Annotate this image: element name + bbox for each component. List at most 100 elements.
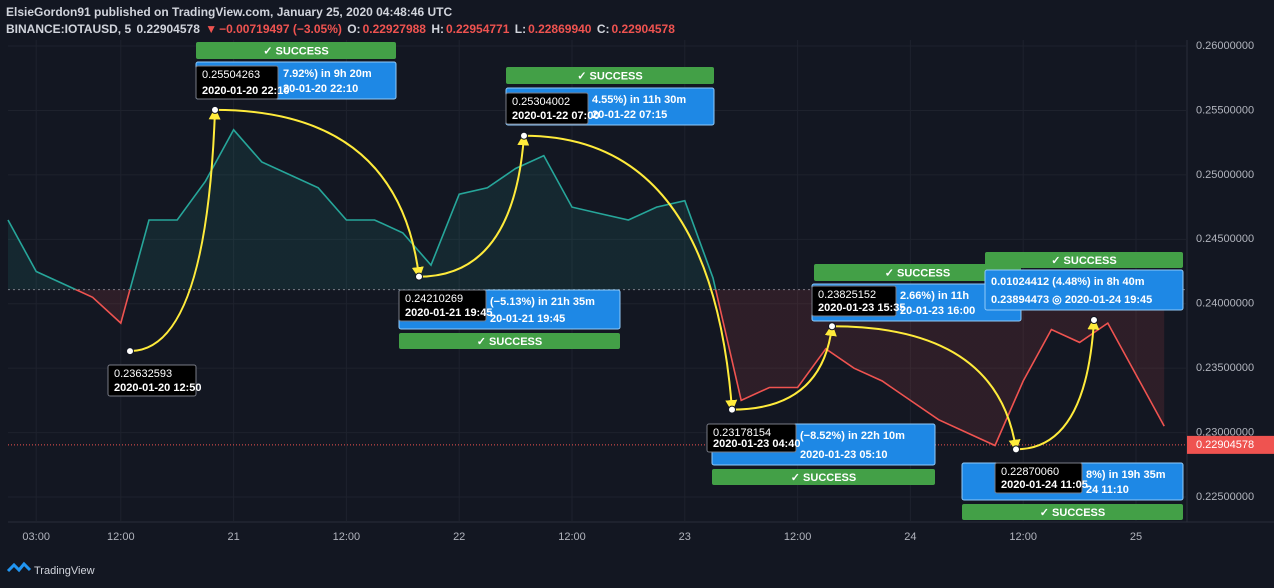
success-label: ✓ SUCCESS — [1040, 507, 1105, 519]
y-tick-label: 0.24000000 — [1196, 298, 1254, 310]
x-tick-label: 12:00 — [558, 531, 586, 543]
info-text: 2.66%) in 11h — [900, 290, 969, 302]
point-label-box — [811, 285, 897, 317]
forecast-arc — [418, 133, 530, 278]
point-time: 2020-01-20 12:50 — [114, 382, 201, 394]
info-time: 20-01-23 16:00 — [900, 305, 975, 317]
point-marker — [415, 272, 423, 281]
c: 0.22904578 — [611, 22, 675, 36]
arrow: ▼ — [205, 22, 218, 36]
y-tick-label: 0.25000000 — [1196, 169, 1254, 181]
success-box — [985, 252, 1183, 268]
point-marker — [1012, 445, 1020, 454]
forecast-arc — [1015, 317, 1100, 451]
point-price: 0.23632593 — [114, 368, 172, 380]
point-marker — [828, 322, 836, 331]
y-tick-label: 0.26000000 — [1196, 40, 1254, 52]
point-label-box — [706, 423, 797, 453]
h-label: H: — [431, 22, 444, 36]
footer-brand: TradingView — [34, 565, 95, 577]
price-line — [7, 128, 1165, 447]
o: 0.22927988 — [362, 22, 426, 36]
l-label: L: — [514, 22, 527, 36]
success-box — [962, 504, 1183, 520]
forecast-arc — [831, 325, 1021, 452]
forecast-arc — [523, 134, 738, 413]
success-box — [506, 67, 714, 84]
success-box — [712, 469, 935, 485]
point-label-box — [505, 92, 589, 125]
x-tick-label: 12:00 — [1009, 531, 1037, 543]
h: 0.22954771 — [445, 22, 510, 36]
success-label: ✓ SUCCESS — [791, 472, 856, 484]
x-tick-label: 12:00 — [333, 531, 361, 543]
point-price: 0.23178154 — [713, 427, 771, 439]
x-tick-label: 24 — [904, 531, 916, 543]
x-tick-label: 03:00 — [22, 531, 50, 543]
o-label: O: — [347, 22, 361, 36]
price: 0.22904578 — [136, 22, 200, 36]
x-tick-label: 23 — [679, 531, 691, 543]
success-label: ✓ SUCCESS — [577, 70, 642, 82]
y-tick-label: 0.24500000 — [1196, 233, 1254, 245]
success-box — [196, 42, 396, 59]
point-price: 0.24210269 — [405, 293, 463, 305]
point-price: 0.23825152 — [818, 289, 876, 301]
area — [8, 129, 1165, 446]
point-label-box — [398, 289, 487, 322]
info-time: 20-01-22 07:15 — [592, 109, 667, 121]
info-time: 24 11:10 — [1086, 484, 1129, 496]
publisher: ElsieGordon91 published on TradingView.c… — [6, 5, 453, 19]
point-marker — [520, 131, 528, 140]
info-time: 0.23894473 ◎ 2020-01-24 19:45 — [991, 294, 1152, 306]
info-text: 7.92%) in 9h 20m — [283, 68, 372, 80]
y-tick-label: 0.25500000 — [1196, 104, 1254, 116]
x-tick-label: 25 — [1130, 531, 1142, 543]
last-price-label: 0.22904578 — [1196, 439, 1254, 451]
info-text: (−5.13%) in 21h 35m — [490, 296, 595, 308]
success-label: ✓ SUCCESS — [263, 45, 328, 57]
point-label-box — [994, 462, 1083, 494]
point-marker — [211, 105, 219, 114]
symbol: BINANCE:IOTAUSD, 5 — [6, 22, 132, 36]
info-text: (−8.52%) in 22h 10m — [800, 430, 905, 442]
forecast-arc — [214, 108, 424, 280]
info-time: 20-01-20 22:10 — [283, 83, 358, 95]
x-tick-label: 12:00 — [107, 531, 135, 543]
point-marker — [1090, 316, 1098, 324]
y-tick-label: 0.23500000 — [1196, 362, 1254, 374]
point-label-box — [107, 364, 197, 397]
l: 0.22869940 — [528, 22, 592, 36]
y-tick-label: 0.22500000 — [1196, 491, 1254, 503]
point-price: 0.25304002 — [512, 96, 570, 108]
success-box — [399, 333, 620, 349]
point-marker — [126, 347, 134, 356]
info-text: 0.01024412 (4.48%) in 8h 40m — [991, 276, 1145, 288]
info-text: 8%) in 19h 35m — [1086, 469, 1166, 481]
point-time: 2020-01-21 19:45 — [405, 307, 492, 319]
info-box — [984, 269, 1184, 311]
y-tick-label: 0.23000000 — [1196, 426, 1254, 438]
info-time: 20-01-21 19:45 — [490, 313, 565, 325]
point-time: 2020-01-22 07:00 — [512, 110, 599, 122]
c-label: C: — [596, 22, 610, 36]
last-price-box — [1187, 435, 1274, 454]
x-tick-label: 22 — [453, 531, 465, 543]
info-time: 2020-01-23 05:10 — [800, 449, 887, 461]
success-box — [814, 264, 1021, 281]
header: ElsieGordon91 published on TradingView.c… — [6, 4, 677, 38]
point-marker — [728, 405, 736, 414]
success-label: ✓ SUCCESS — [1051, 255, 1116, 267]
x-tick-label: 21 — [227, 531, 239, 543]
logo — [6, 561, 32, 573]
point-price: 0.25504263 — [202, 69, 260, 81]
point-time: 2020-01-20 22:10 — [202, 85, 289, 97]
change: −0.00719497 (−3.05%) — [219, 22, 342, 36]
symbol-line: BINANCE:IOTAUSD, 5 0.22904578 ▼ −0.007194… — [6, 21, 677, 38]
point-price: 0.22870060 — [1001, 466, 1059, 478]
point-time: 2020-01-24 11:05 — [1001, 479, 1088, 491]
forecast-arc — [731, 323, 837, 411]
point-label-box — [195, 65, 279, 100]
